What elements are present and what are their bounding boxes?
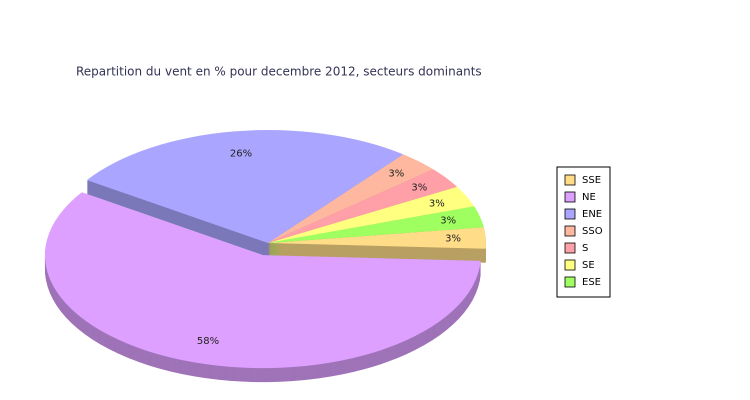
slice	[268, 154, 434, 243]
value-label: 3%	[388, 169, 404, 180]
value-label: 3%	[411, 183, 427, 194]
legend-swatch	[564, 242, 576, 254]
legend-swatch	[564, 208, 576, 220]
legend-swatch	[564, 191, 576, 203]
legend-swatch	[564, 259, 576, 271]
slice	[268, 169, 458, 243]
slice	[86, 130, 404, 243]
legend-swatch	[564, 174, 576, 186]
legend-label: S	[582, 243, 588, 254]
slice	[268, 206, 484, 243]
legend-label: ENE	[582, 209, 602, 220]
value-label: 26%	[230, 149, 252, 160]
value-label: 3%	[445, 234, 461, 245]
legend-label: SSE	[582, 175, 601, 186]
legend-label: SSO	[582, 226, 603, 237]
legend-label: SE	[582, 260, 595, 271]
legend-label: NE	[582, 192, 596, 203]
slice	[268, 227, 486, 249]
slice	[268, 186, 475, 243]
value-label: 58%	[197, 336, 219, 347]
slice	[44, 192, 481, 369]
legend-swatch	[564, 225, 576, 237]
legend-label: ESE	[582, 277, 601, 288]
legend-swatch	[564, 276, 576, 288]
chart-title: Repartition du vent en % pour decembre 2…	[76, 65, 482, 79]
value-label: 3%	[429, 198, 445, 209]
value-label: 3%	[440, 216, 456, 227]
